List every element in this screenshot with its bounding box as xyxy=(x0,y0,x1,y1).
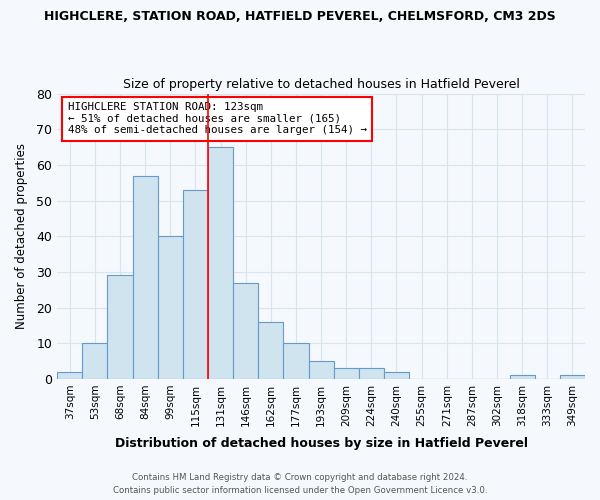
Bar xyxy=(283,343,308,379)
Bar xyxy=(57,372,82,379)
Y-axis label: Number of detached properties: Number of detached properties xyxy=(15,143,28,329)
Text: HIGHCLERE STATION ROAD: 123sqm
← 51% of detached houses are smaller (165)
48% of: HIGHCLERE STATION ROAD: 123sqm ← 51% of … xyxy=(68,102,367,136)
Bar xyxy=(158,236,183,379)
Text: HIGHCLERE, STATION ROAD, HATFIELD PEVEREL, CHELMSFORD, CM3 2DS: HIGHCLERE, STATION ROAD, HATFIELD PEVERE… xyxy=(44,10,556,23)
Bar xyxy=(208,147,233,379)
Bar xyxy=(82,343,107,379)
Text: Contains HM Land Registry data © Crown copyright and database right 2024.
Contai: Contains HM Land Registry data © Crown c… xyxy=(113,474,487,495)
Bar xyxy=(233,282,258,379)
X-axis label: Distribution of detached houses by size in Hatfield Peverel: Distribution of detached houses by size … xyxy=(115,437,527,450)
Bar xyxy=(308,361,334,379)
Title: Size of property relative to detached houses in Hatfield Peverel: Size of property relative to detached ho… xyxy=(122,78,520,91)
Bar xyxy=(107,276,133,379)
Bar xyxy=(384,372,409,379)
Bar xyxy=(183,190,208,379)
Bar xyxy=(133,176,158,379)
Bar xyxy=(560,376,585,379)
Bar xyxy=(258,322,283,379)
Bar xyxy=(334,368,359,379)
Bar xyxy=(359,368,384,379)
Bar xyxy=(509,376,535,379)
